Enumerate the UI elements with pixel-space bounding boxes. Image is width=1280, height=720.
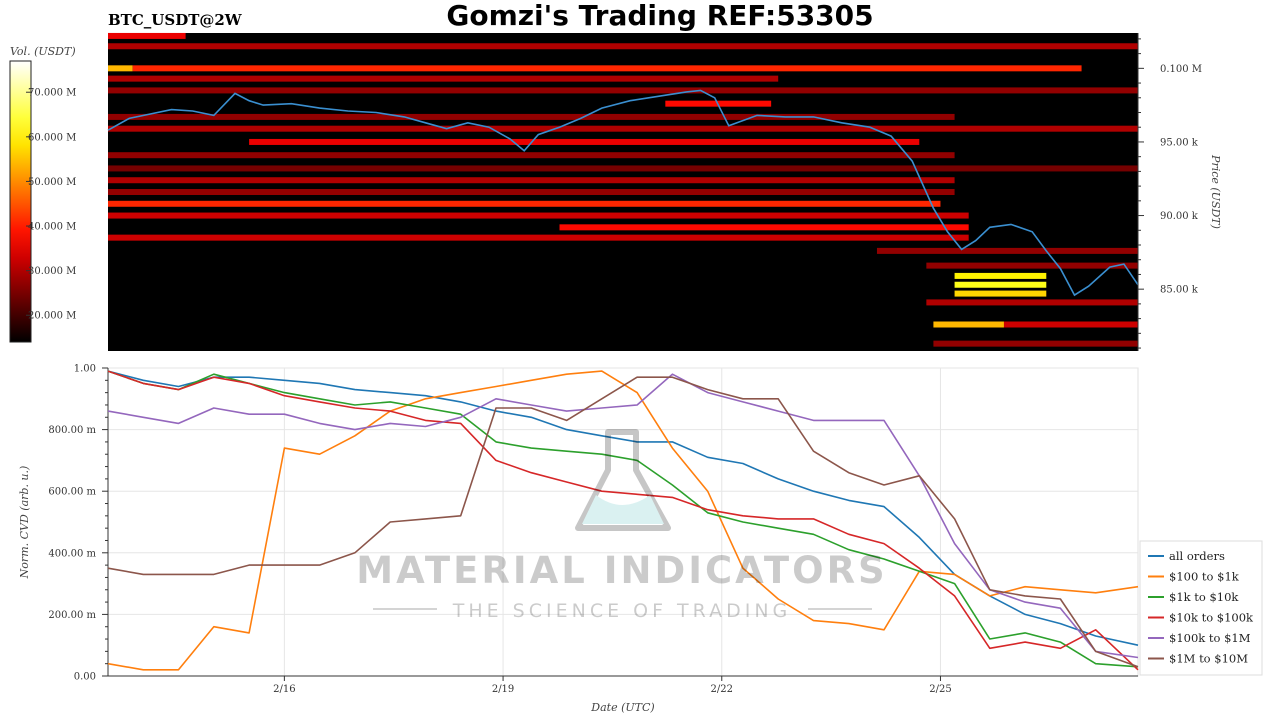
heat-band: [249, 138, 920, 145]
heat-band: [108, 165, 1138, 172]
heat-band: [954, 281, 1047, 288]
legend-entry: $100 to $1k: [1169, 570, 1240, 584]
heat-band: [108, 32, 186, 39]
watermark-brand: MATERIAL INDICATORS: [356, 549, 887, 592]
heat-band: [876, 247, 1138, 254]
heat-band: [108, 152, 955, 159]
heat-band: [108, 43, 1138, 50]
heat-band: [108, 200, 941, 207]
colorbar: 70.000 M 60.000 M 50.000 M 40.000 M 30.000 M…: [9, 45, 76, 343]
symbol-label: BTC_USDT@2W: [108, 11, 243, 29]
heat-band: [108, 234, 969, 241]
cvd-series-line: [107, 370, 1139, 671]
cvd-y-tick-label: 1.00: [74, 364, 96, 375]
price-tick-label: 95.00 k: [1160, 137, 1199, 148]
heat-band: [108, 125, 1138, 132]
colorbar-tick-label: 50.000 M: [28, 177, 76, 188]
legend-entry: all orders: [1169, 549, 1225, 563]
colorbar-tick-label: 70.000 M: [28, 88, 76, 99]
legend-entry: $1M to $10M: [1169, 652, 1248, 666]
cvd-y-tick-label: 400.00 m: [48, 548, 96, 559]
price-line: [107, 89, 1139, 297]
heat-band: [926, 262, 1138, 269]
legend-entry: $100k to $1M: [1169, 631, 1251, 645]
cvd-panel: 0.00 200.00 m 400.00 m 600.00 m 800.00 m 1.00…: [18, 364, 1139, 714]
cvd-series-line: [107, 370, 1139, 668]
heat-band: [933, 340, 1138, 347]
cvd-x-tick-label: 2/16: [273, 684, 295, 695]
chart-title: Gomzi's Trading REF:53305: [446, 0, 873, 32]
heatmap-panel: 0.100 M 95.00 k 90.00 k 85.00 k Price (USDT): [107, 32, 1222, 351]
legend-box: [1139, 540, 1263, 676]
colorbar-tick-label: 20.000 M: [28, 311, 76, 322]
heat-band: [933, 321, 1004, 328]
heat-band: [108, 75, 779, 82]
heat-band: [1003, 321, 1138, 328]
heat-band: [132, 65, 1082, 72]
heat-band: [926, 299, 1138, 306]
flask-logo: [575, 429, 671, 531]
cvd-x-axis-label: Date (UTC): [590, 701, 654, 714]
heat-band: [108, 212, 969, 219]
flask-liquid: [582, 495, 664, 524]
price-tick-label: 85.00 k: [1160, 285, 1199, 296]
cvd-x-tick-label: 2/22: [711, 684, 733, 695]
cvd-y-tick-label: 600.00 m: [48, 487, 96, 498]
heat-band: [108, 65, 133, 72]
price-axis-label: Price (USDT): [1209, 154, 1222, 229]
price-tick-label: 90.00 k: [1160, 211, 1199, 222]
heat-band: [559, 224, 969, 231]
cvd-x-tick-label: 2/19: [492, 684, 514, 695]
cvd-y-axis-label: Norm. CVD (arb. u.): [18, 466, 31, 580]
cvd-series-line: [107, 373, 1139, 659]
colorbar-tick-label: 30.000 M: [28, 266, 76, 277]
colorbar-tick-label: 40.000 M: [28, 222, 76, 233]
cvd-y-tick-label: 0.00: [74, 672, 96, 683]
colorbar-gradient: [9, 60, 32, 343]
legend-entry: $1k to $10k: [1169, 590, 1239, 604]
legend: all orders $100 to $1k $1k to $10k $10k to …: [1139, 540, 1263, 676]
cvd-x-tick-label: 2/25: [929, 684, 951, 695]
heat-band: [108, 177, 955, 184]
colorbar-tick-label: 60.000 M: [28, 132, 76, 143]
heat-band: [108, 113, 955, 120]
cvd-series-line: [107, 376, 1139, 668]
cvd-y-tick-label: 800.00 m: [48, 425, 96, 436]
cvd-series-line: [107, 370, 1139, 671]
price-tick-label: 0.100 M: [1160, 64, 1202, 75]
watermark-tagline: THE SCIENCE OF TRADING: [452, 600, 792, 622]
heat-band: [954, 272, 1047, 279]
heat-band: [108, 189, 955, 195]
legend-entry: $10k to $100k: [1169, 611, 1254, 625]
heat-band: [954, 290, 1047, 297]
cvd-plot-area: [107, 367, 1139, 677]
cvd-y-tick-label: 200.00 m: [48, 610, 96, 621]
colorbar-label: Vol. (USDT): [10, 45, 76, 58]
flask-outline: [575, 429, 671, 531]
watermark: MATERIAL INDICATORS THE SCIENCE OF TRADIN…: [356, 429, 887, 622]
heat-band: [108, 87, 1138, 94]
